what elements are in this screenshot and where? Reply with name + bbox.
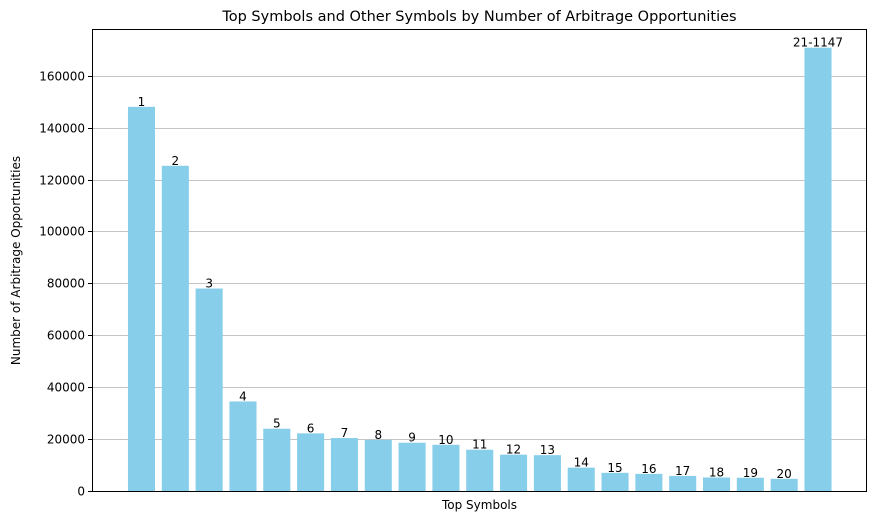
bar bbox=[770, 478, 798, 491]
bar-label: 13 bbox=[540, 443, 555, 457]
bar-label: 20 bbox=[777, 467, 792, 481]
bar bbox=[127, 106, 156, 491]
bar-label: 10 bbox=[438, 433, 453, 447]
y-axis-label: Number of Arbitrage Opportunities bbox=[9, 156, 23, 365]
bar bbox=[432, 444, 460, 491]
bar-label: 5 bbox=[273, 417, 281, 431]
bar-label: 19 bbox=[743, 466, 758, 480]
bar bbox=[398, 442, 426, 491]
bar bbox=[702, 477, 731, 491]
bar bbox=[297, 433, 325, 491]
bar bbox=[669, 475, 697, 491]
bar-label: 15 bbox=[607, 461, 622, 475]
bar-label: 3 bbox=[205, 277, 213, 291]
bar bbox=[635, 473, 663, 491]
bar-label: 12 bbox=[506, 443, 521, 457]
y-tick-label: 120000 bbox=[39, 174, 85, 188]
bar-label: 11 bbox=[472, 438, 487, 452]
bar bbox=[500, 454, 528, 491]
x-axis-label: Top Symbols bbox=[441, 498, 517, 512]
bar-label: 1 bbox=[138, 95, 146, 109]
y-tick-label: 20000 bbox=[47, 433, 85, 447]
bar bbox=[804, 47, 832, 491]
y-tick-label: 60000 bbox=[47, 329, 85, 343]
bar bbox=[330, 438, 358, 491]
y-tick-label: 40000 bbox=[47, 381, 85, 395]
bar bbox=[736, 477, 764, 491]
bar-label: 8 bbox=[374, 428, 382, 442]
y-tick-label: 80000 bbox=[47, 277, 85, 291]
bar-label: 2 bbox=[172, 154, 180, 168]
y-tick-label: 140000 bbox=[39, 122, 85, 136]
bar bbox=[533, 455, 561, 491]
bar-label: 6 bbox=[307, 421, 315, 435]
y-tick-label: 100000 bbox=[39, 225, 85, 239]
plot-frame bbox=[92, 29, 867, 492]
bar-label: 7 bbox=[341, 426, 349, 440]
bar bbox=[567, 467, 595, 491]
bar bbox=[466, 449, 494, 491]
bar-label: 17 bbox=[675, 464, 690, 478]
bar-label: 18 bbox=[709, 466, 724, 480]
bar-label: 16 bbox=[641, 462, 656, 476]
bar bbox=[601, 472, 629, 491]
y-axis-ticks: 0 20000 40000 60000 80000 100000 120000 140000 1… bbox=[39, 70, 92, 499]
bar bbox=[263, 428, 291, 491]
bar-label: 9 bbox=[408, 431, 416, 445]
chart-title: Top Symbols and Other Symbols by Number … bbox=[221, 9, 736, 25]
bar-label: 14 bbox=[574, 456, 589, 470]
bar-label: 21-1147 bbox=[793, 36, 843, 50]
bar bbox=[161, 165, 189, 491]
y-tick-label: 160000 bbox=[39, 70, 85, 84]
bar-label: 4 bbox=[239, 389, 247, 403]
y-tick-label: 0 bbox=[77, 485, 85, 499]
bar bbox=[364, 439, 392, 491]
bar bbox=[229, 401, 257, 491]
bars bbox=[127, 47, 832, 491]
bar bbox=[195, 288, 223, 491]
